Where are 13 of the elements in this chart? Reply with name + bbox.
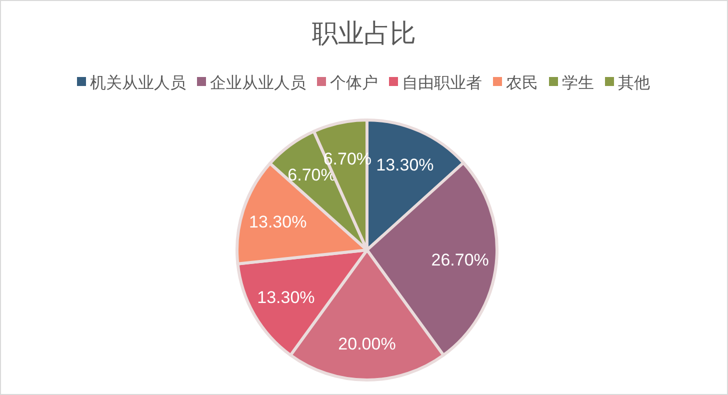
- data-label: 13.30%: [376, 155, 434, 174]
- legend-label: 个体户: [330, 74, 378, 92]
- data-label: 20.00%: [338, 334, 396, 354]
- legend-label: 机关从业人员: [90, 74, 186, 92]
- data-label: 13.30%: [249, 212, 307, 232]
- legend-label: 企业从业人员: [210, 74, 306, 92]
- chart-title: 职业占比: [312, 18, 416, 48]
- data-label: 26.70%: [431, 250, 489, 270]
- legend-label: 其他: [618, 74, 650, 92]
- legend-label: 学生: [562, 74, 594, 92]
- legend-label: 自由职业者: [402, 74, 482, 92]
- legend-label: 农民: [506, 75, 538, 92]
- data-label: 13.30%: [257, 288, 315, 307]
